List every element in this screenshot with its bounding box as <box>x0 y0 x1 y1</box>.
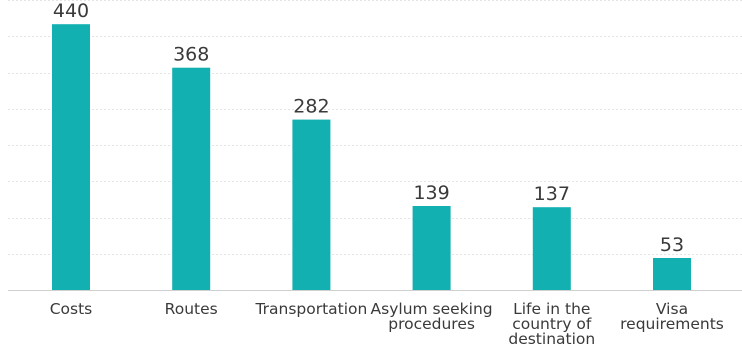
category-label: Routes <box>165 300 218 318</box>
bar <box>292 119 331 290</box>
bar <box>532 207 571 290</box>
category-label-line: Visa <box>656 300 688 318</box>
grid-lines <box>8 0 742 255</box>
category-label: Visa requirements <box>620 300 724 333</box>
category-label: Transportation <box>254 300 367 318</box>
bar <box>653 258 691 290</box>
category-label-line: Costs <box>50 300 93 318</box>
bars <box>52 24 691 290</box>
value-label: 137 <box>534 183 570 205</box>
bar <box>172 67 211 290</box>
category-label-line: Asylum seeking <box>371 300 493 318</box>
value-label: 139 <box>413 182 449 204</box>
category-label-line: requirements <box>620 315 724 333</box>
bar <box>412 206 451 290</box>
value-label: 53 <box>660 234 684 256</box>
category-label-line: Life in the <box>513 300 590 318</box>
category-label: Life in the country of destination <box>508 300 595 347</box>
category-label: Costs <box>50 300 93 318</box>
category-label-line: Routes <box>165 300 218 318</box>
category-label-line: destination <box>508 330 595 347</box>
category-label-line: procedures <box>388 315 475 333</box>
value-label: 440 <box>53 0 89 22</box>
category-label-line: Transportation <box>254 300 367 318</box>
value-label: 368 <box>173 44 209 66</box>
category-labels: Costs Routes Transportation Asylum seeking p… <box>50 300 724 347</box>
value-labels: 440 368 282 139 137 53 <box>53 0 684 256</box>
value-label: 282 <box>293 96 329 118</box>
category-label-line: country of <box>512 315 592 333</box>
category-label: Asylum seeking procedures <box>371 300 493 333</box>
bar <box>52 24 90 290</box>
